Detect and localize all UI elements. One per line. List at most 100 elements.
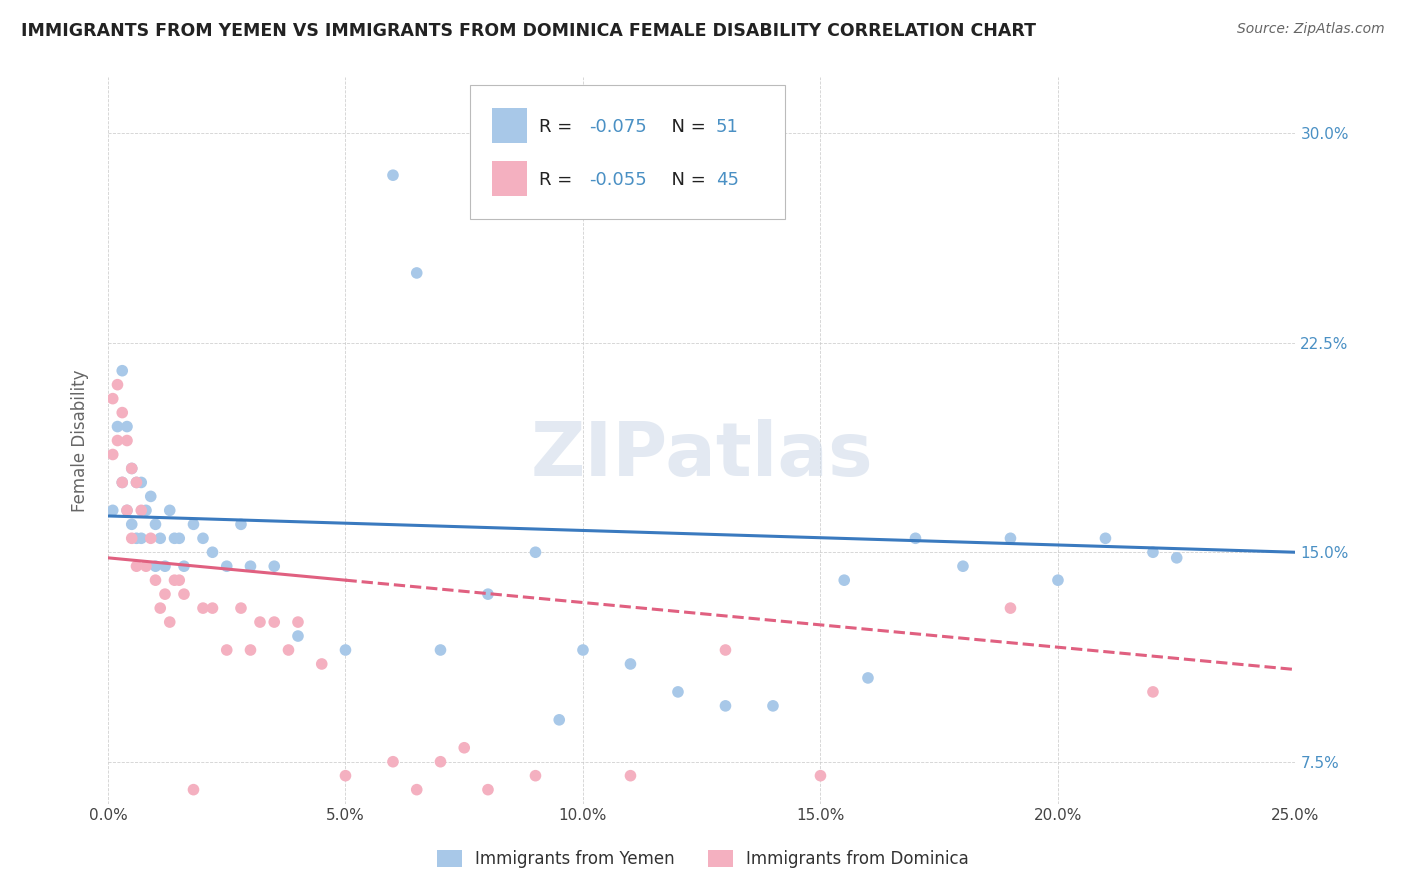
Point	[115, 434, 138, 448]
Point	[1046, 573, 1069, 587]
Point	[173, 559, 195, 574]
Point	[167, 573, 190, 587]
Point	[524, 545, 547, 559]
Point	[107, 434, 129, 448]
Point	[952, 559, 974, 574]
Point	[619, 769, 641, 783]
FancyBboxPatch shape	[470, 85, 785, 219]
Point	[149, 601, 172, 615]
Y-axis label: Female Disability: Female Disability	[72, 369, 89, 512]
Point	[145, 517, 167, 532]
Point	[215, 643, 238, 657]
Point	[429, 755, 451, 769]
Point	[111, 475, 134, 490]
Point	[239, 559, 262, 574]
Point	[477, 782, 499, 797]
Point	[167, 531, 190, 545]
Point	[121, 461, 143, 475]
Point	[125, 475, 148, 490]
Point	[191, 531, 214, 545]
Point	[263, 615, 285, 629]
Text: -0.075: -0.075	[589, 118, 647, 136]
Point	[121, 461, 143, 475]
Point	[107, 377, 129, 392]
Text: 51: 51	[716, 118, 738, 136]
Point	[101, 448, 124, 462]
Point	[229, 517, 252, 532]
Point	[239, 643, 262, 657]
Point	[382, 755, 405, 769]
Point	[101, 503, 124, 517]
Point	[125, 559, 148, 574]
FancyBboxPatch shape	[492, 161, 527, 196]
Point	[477, 587, 499, 601]
Point	[163, 573, 186, 587]
Point	[145, 559, 167, 574]
Text: 45: 45	[716, 171, 740, 189]
Point	[1094, 531, 1116, 545]
Point	[121, 517, 143, 532]
Point	[524, 769, 547, 783]
Point	[139, 489, 162, 503]
Text: R =: R =	[538, 171, 578, 189]
Point	[287, 629, 309, 643]
Point	[111, 406, 134, 420]
Point	[191, 601, 214, 615]
Point	[832, 573, 855, 587]
Point	[311, 657, 333, 671]
FancyBboxPatch shape	[492, 108, 527, 143]
Point	[619, 657, 641, 671]
Point	[453, 740, 475, 755]
Point	[810, 769, 832, 783]
Point	[159, 615, 181, 629]
Point	[111, 364, 134, 378]
Point	[129, 531, 152, 545]
Point	[287, 615, 309, 629]
Point	[1142, 545, 1164, 559]
Point	[173, 587, 195, 601]
Point	[115, 503, 138, 517]
Point	[335, 643, 357, 657]
Point	[249, 615, 271, 629]
Point	[135, 559, 157, 574]
Text: Source: ZipAtlas.com: Source: ZipAtlas.com	[1237, 22, 1385, 37]
Point	[229, 601, 252, 615]
Point	[135, 503, 157, 517]
Point	[405, 266, 427, 280]
Point	[856, 671, 879, 685]
Point	[129, 503, 152, 517]
Point	[572, 643, 595, 657]
Point	[215, 559, 238, 574]
Point	[153, 587, 176, 601]
Point	[125, 531, 148, 545]
Point	[163, 531, 186, 545]
Point	[666, 685, 689, 699]
Text: R =: R =	[538, 118, 578, 136]
Point	[904, 531, 927, 545]
Text: N =: N =	[661, 171, 711, 189]
Point	[1000, 601, 1022, 615]
Point	[159, 503, 181, 517]
Point	[115, 419, 138, 434]
Point	[405, 782, 427, 797]
Text: ZIPatlas: ZIPatlas	[530, 418, 873, 491]
Point	[201, 545, 224, 559]
Point	[107, 419, 129, 434]
Point	[145, 573, 167, 587]
Point	[149, 531, 172, 545]
Point	[548, 713, 571, 727]
Text: IMMIGRANTS FROM YEMEN VS IMMIGRANTS FROM DOMINICA FEMALE DISABILITY CORRELATION : IMMIGRANTS FROM YEMEN VS IMMIGRANTS FROM…	[21, 22, 1036, 40]
Point	[125, 475, 148, 490]
Point	[201, 601, 224, 615]
Text: -0.055: -0.055	[589, 171, 647, 189]
Point	[183, 782, 205, 797]
Point	[277, 643, 299, 657]
Point	[183, 517, 205, 532]
Legend: Immigrants from Yemen, Immigrants from Dominica: Immigrants from Yemen, Immigrants from D…	[430, 843, 976, 875]
Point	[762, 698, 785, 713]
Point	[1000, 531, 1022, 545]
Point	[121, 531, 143, 545]
Point	[101, 392, 124, 406]
Point	[1142, 685, 1164, 699]
Point	[429, 643, 451, 657]
